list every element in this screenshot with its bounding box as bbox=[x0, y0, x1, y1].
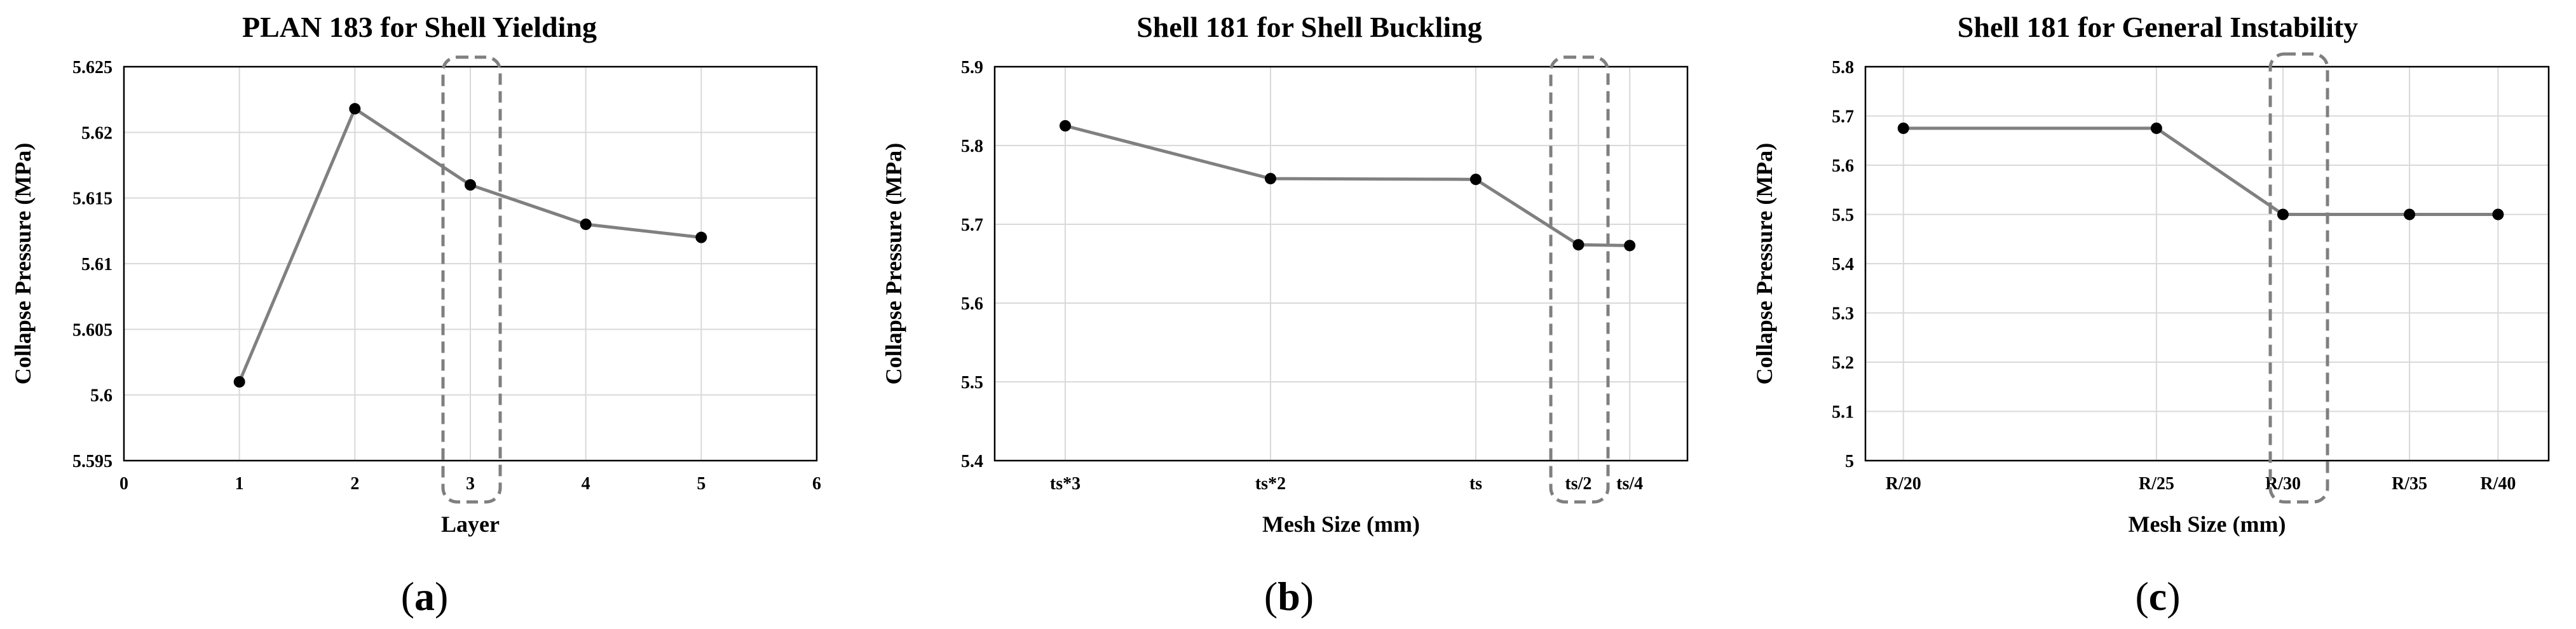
chart-panel-c: 55.15.25.35.45.55.65.75.8R/20 R/25 R/30 R/3… bbox=[1752, 11, 2550, 619]
panel-label-open-paren: ( bbox=[401, 574, 414, 619]
data-point bbox=[1060, 120, 1072, 132]
y-tick-label: 5.615 bbox=[72, 189, 112, 209]
y-tick-label: 5.8 bbox=[961, 137, 983, 156]
x-tick-label: R/25 bbox=[2139, 474, 2174, 494]
x-axis-label: Layer bbox=[441, 511, 500, 537]
chart-title: Shell 181 for General Instability bbox=[1958, 11, 2358, 43]
series-line bbox=[1065, 124, 1630, 247]
y-tick-label: 5.3 bbox=[1832, 304, 1854, 324]
y-tick-label: 5.5 bbox=[1832, 206, 1854, 226]
highlight-box bbox=[441, 55, 502, 504]
plot-frame bbox=[993, 65, 1689, 462]
data-point bbox=[2277, 208, 2289, 220]
data-point bbox=[1897, 122, 1909, 134]
y-tick-label: 5.8 bbox=[1832, 58, 1854, 78]
y-axis-label: Collapse Pressure (MPa) bbox=[10, 143, 36, 385]
x-axis-label: Mesh Size (mm) bbox=[2129, 511, 2286, 537]
y-tick-label: 5.7 bbox=[1832, 107, 1854, 127]
y-tick-label: 5.6 bbox=[961, 294, 983, 314]
x-tick-label: ts/4 bbox=[1616, 474, 1643, 494]
data-point bbox=[1469, 173, 1482, 186]
y-tick-label: 5.6 bbox=[1832, 156, 1854, 176]
x-tick-label: 0 bbox=[119, 474, 128, 494]
y-tick-label: 5.605 bbox=[72, 320, 112, 340]
panel-label-close-paren: ) bbox=[435, 574, 448, 619]
y-tick-label: 5 bbox=[1845, 452, 1854, 471]
y-tick-label: 5.6 bbox=[90, 386, 112, 406]
panel-label-close-paren: ) bbox=[1300, 574, 1314, 619]
x-axis-label: Mesh Size (mm) bbox=[1262, 511, 1420, 537]
chart-title: PLAN 183 for Shell Yielding bbox=[242, 11, 597, 43]
y-tick-label: 5.2 bbox=[1832, 353, 1854, 373]
x-tick-label: ts bbox=[1469, 474, 1482, 494]
x-tick-label: 4 bbox=[582, 474, 590, 494]
y-tick-label: 5.1 bbox=[1832, 403, 1854, 423]
panel-label: (b) bbox=[1264, 574, 1314, 619]
x-tick-label: R/20 bbox=[1886, 474, 1921, 494]
highlight-box bbox=[1549, 55, 1610, 504]
x-tick-label: R/35 bbox=[2392, 474, 2427, 494]
x-tick-label: ts*3 bbox=[1050, 474, 1080, 494]
x-tick-label: ts*2 bbox=[1255, 474, 1286, 494]
chart-title: Shell 181 for Shell Buckling bbox=[1136, 11, 1482, 43]
y-axis-label: Collapse Pressure (MPa) bbox=[1752, 143, 1777, 385]
data-point bbox=[1572, 239, 1584, 251]
data-point bbox=[349, 103, 361, 115]
panel-label-letter: b bbox=[1278, 574, 1300, 619]
panel-label-close-paren: ) bbox=[2167, 574, 2180, 619]
plot-frame bbox=[123, 65, 818, 462]
y-tick-label: 5.595 bbox=[72, 452, 112, 471]
x-tick-label: 1 bbox=[235, 474, 244, 494]
panel-label: (a) bbox=[401, 574, 449, 619]
plot-frame bbox=[1864, 65, 2550, 462]
x-tick-label: ts/2 bbox=[1565, 474, 1591, 494]
x-tick-label: 2 bbox=[350, 474, 359, 494]
panel-label-open-paren: ( bbox=[2135, 574, 2148, 619]
x-tick-label: R/40 bbox=[2480, 474, 2516, 494]
x-tick-label: 5 bbox=[697, 474, 705, 494]
data-point bbox=[465, 179, 476, 191]
panel-label: (c) bbox=[2135, 574, 2180, 619]
x-tick-label: 6 bbox=[812, 474, 821, 494]
data-point bbox=[2492, 208, 2504, 220]
panel-label-open-paren: ( bbox=[1264, 574, 1278, 619]
y-tick-label: 5.62 bbox=[81, 123, 112, 143]
chart-panel-b: 5.4 5.5 5.6 5.7 5.8 5.9 ts*3 ts*2 ts ts/2 ts/4 Shel… bbox=[881, 11, 1689, 619]
y-tick-label: 5.625 bbox=[72, 58, 112, 78]
data-point bbox=[580, 219, 592, 230]
y-tick-label: 5.4 bbox=[961, 452, 983, 471]
data-point bbox=[233, 376, 245, 388]
data-point bbox=[2404, 208, 2416, 220]
y-axis-label: Collapse Pressure (MPa) bbox=[881, 143, 906, 385]
panel-label-letter: c bbox=[2149, 574, 2167, 619]
panel-label-letter: a bbox=[414, 574, 435, 619]
data-point bbox=[2150, 122, 2162, 134]
chart-panel-a: 5.595 5.6 5.605 5.61 5.615 5.62 5.625 0 1 2 3 4 5 6 PL… bbox=[10, 11, 821, 619]
y-tick-label: 5.9 bbox=[961, 58, 983, 78]
data-point bbox=[1624, 240, 1636, 252]
highlight-box bbox=[2268, 52, 2329, 504]
data-point bbox=[1264, 173, 1276, 185]
y-tick-label: 5.4 bbox=[1832, 255, 1854, 274]
y-tick-label: 5.7 bbox=[961, 215, 983, 235]
y-tick-label: 5.5 bbox=[961, 373, 983, 393]
y-tick-label: 5.61 bbox=[81, 255, 112, 274]
x-tick-label: 3 bbox=[466, 474, 475, 494]
data-point bbox=[695, 231, 707, 243]
